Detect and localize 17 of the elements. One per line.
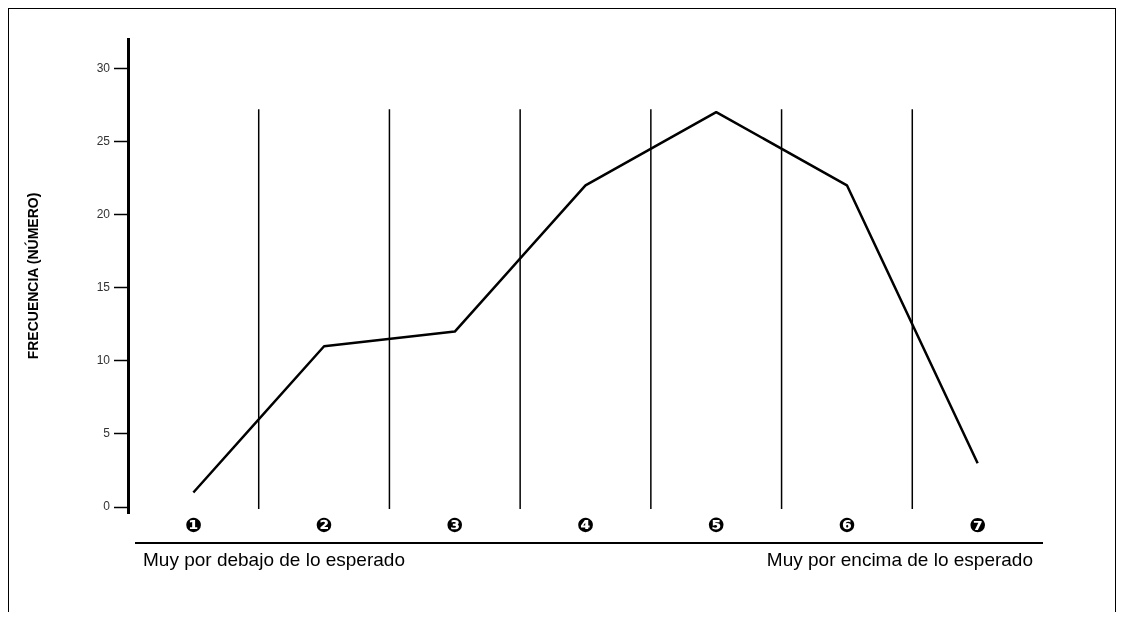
x-tick-label: ❹ (577, 513, 594, 538)
x-tick-label: ❸ (446, 513, 464, 538)
y-axis-title: FRECUENCIA (NÚMERO) (24, 192, 42, 360)
x-tick-label: ❼ (969, 513, 987, 538)
y-tick-label: 0 (103, 499, 111, 514)
y-tick-label: 20 (96, 206, 111, 221)
y-tick-label: 25 (96, 133, 111, 148)
x-tick-label: ❷ (315, 513, 333, 538)
x-tick-label: ❺ (707, 513, 725, 538)
y-tick-label: 10 (96, 353, 111, 368)
text: Muy por debajo de lo esperado (143, 548, 405, 570)
x-tick-label: ❶ (184, 513, 202, 538)
y-tick-label: 5 (103, 426, 111, 441)
x-tick-label: ❻ (838, 513, 856, 538)
y-tick-label: 15 (96, 280, 111, 295)
text: Muy por encima de lo esperado (766, 548, 1033, 570)
y-tick-label: 30 (96, 60, 111, 75)
